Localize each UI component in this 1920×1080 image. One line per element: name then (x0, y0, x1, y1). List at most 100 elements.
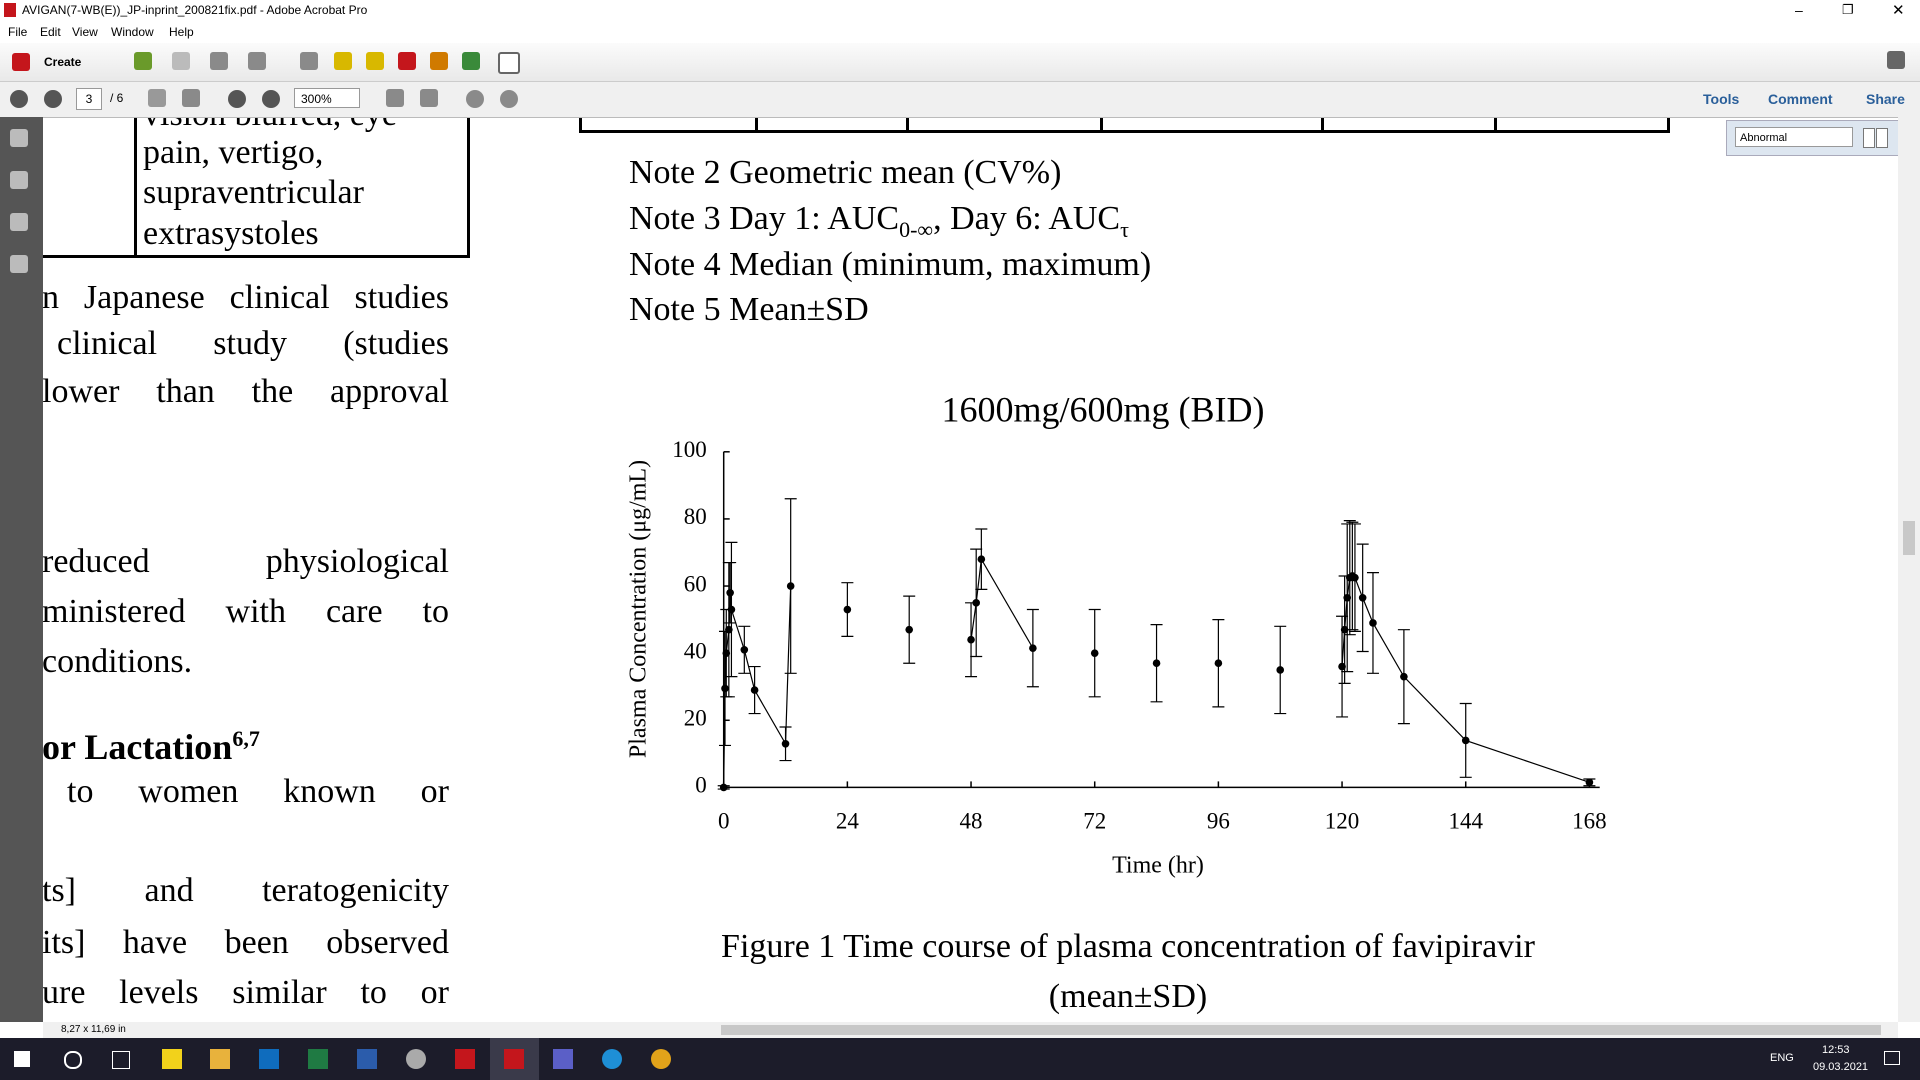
data-point (1369, 619, 1377, 627)
data-point (725, 625, 733, 634)
figure-caption: Figure 1 Time course of plasma concentra… (721, 928, 1535, 965)
app-excel[interactable] (308, 1049, 328, 1069)
save-button[interactable] (172, 52, 190, 70)
title-bar: AVIGAN(7-WB(E))_JP-inprint_200821fix.pdf… (0, 0, 1920, 21)
app-explorer[interactable] (210, 1049, 230, 1069)
table-rule (1100, 117, 1103, 130)
comment-button[interactable] (334, 52, 352, 70)
page-size: 8,27 x 11,69 in (61, 1024, 126, 1035)
horizontal-scroll-thumb[interactable] (721, 1025, 1881, 1035)
start-button[interactable] (14, 1051, 30, 1067)
note: Note 5 Mean±SD (629, 291, 869, 328)
app-reader[interactable] (455, 1049, 475, 1069)
find-prev[interactable] (1863, 128, 1875, 148)
signatures-panel[interactable] (10, 255, 28, 273)
export-button[interactable] (430, 52, 448, 70)
app-outlook[interactable] (259, 1049, 279, 1069)
language[interactable]: ENG (1770, 1052, 1794, 1064)
data-point (721, 684, 729, 693)
data-point (1585, 778, 1594, 787)
menu-item[interactable]: Help (169, 25, 194, 39)
cell-text: vision blurred, eye (143, 117, 397, 135)
heading-text: or Lactation (42, 727, 233, 767)
clock-time[interactable]: 12:53 (1822, 1044, 1850, 1056)
find-input[interactable]: Abnormal (1735, 127, 1853, 147)
left-panel (0, 117, 43, 1022)
rotate-left[interactable] (466, 90, 484, 108)
pages-panel[interactable] (10, 129, 28, 147)
note-text: Note 3 Day 1: AUC (629, 200, 900, 237)
app-chrome[interactable] (651, 1049, 671, 1069)
data-point (1358, 593, 1367, 602)
open-button[interactable] (134, 52, 152, 70)
scroll-thumb[interactable] (1903, 521, 1915, 555)
app-word[interactable] (357, 1049, 377, 1069)
next-page[interactable] (44, 90, 62, 108)
y-tick-label: 80 (684, 504, 707, 529)
heading-ref: 6,7 (232, 726, 260, 751)
data-point (740, 646, 749, 654)
fit-width[interactable] (420, 89, 438, 107)
data-point (750, 686, 759, 694)
bookmarks-panel[interactable] (10, 171, 28, 189)
app-misc[interactable] (406, 1049, 426, 1069)
close-button[interactable]: ✕ (1892, 2, 1905, 19)
data-point (786, 582, 795, 590)
app-sticky[interactable] (162, 1049, 182, 1069)
fit-page[interactable] (386, 89, 404, 107)
search-button[interactable] (64, 1051, 82, 1069)
create-button[interactable]: Create (44, 55, 82, 69)
task-view[interactable] (112, 1051, 130, 1069)
tools-tab[interactable]: Tools (1703, 91, 1740, 107)
body-text: conditions. (42, 643, 193, 680)
note: Note 4 Median (minimum, maximum) (629, 246, 1152, 283)
data-point (1276, 666, 1285, 674)
share-tab[interactable]: Share (1866, 91, 1905, 107)
data-point (781, 739, 790, 748)
y-tick-label: 60 (684, 571, 707, 596)
zoom-in[interactable] (262, 90, 280, 108)
table-rule (755, 117, 758, 130)
settings-button[interactable] (300, 52, 318, 70)
menu-item[interactable]: View (72, 25, 98, 39)
sign-button[interactable] (462, 52, 480, 70)
rotate-right[interactable] (500, 90, 518, 108)
app-teams[interactable] (553, 1049, 573, 1069)
clock-date[interactable]: 09.03.2021 (1813, 1061, 1869, 1073)
expand-button[interactable] (1887, 51, 1905, 69)
zoom-input[interactable]: 300% (294, 88, 360, 108)
pdf-button[interactable] (398, 52, 416, 70)
menu-item[interactable]: File (8, 25, 28, 39)
print-button[interactable] (210, 52, 228, 70)
app-acrobat-active[interactable] (490, 1038, 539, 1080)
attachments-panel[interactable] (10, 213, 28, 231)
data-point (1090, 649, 1099, 657)
comment-tab[interactable]: Comment (1768, 91, 1833, 107)
minimize-button[interactable]: – (1795, 2, 1803, 18)
data-point (1351, 573, 1359, 582)
menu-item[interactable]: Edit (40, 25, 61, 39)
menu-item[interactable]: Window (111, 25, 154, 39)
page-input[interactable]: 3 (76, 88, 102, 110)
zoom-out[interactable] (228, 90, 246, 108)
vertical-scrollbar[interactable] (1898, 117, 1920, 1022)
y-tick-label: 0 (695, 773, 707, 798)
restore-button[interactable]: ❐ (1842, 2, 1854, 17)
highlight-button[interactable] (366, 52, 384, 70)
find-bar: Abnormal (1726, 120, 1900, 156)
data-point (726, 588, 734, 597)
x-tick-label: 168 (1572, 808, 1607, 833)
data-point (905, 625, 914, 634)
app-edge[interactable] (602, 1049, 622, 1069)
hand-tool[interactable] (182, 89, 200, 107)
toolbar: Create (0, 43, 1920, 82)
find-next[interactable] (1876, 128, 1888, 148)
prev-page[interactable] (10, 90, 28, 108)
select-tool[interactable] (148, 89, 166, 107)
data-point (1029, 644, 1037, 652)
form-button[interactable] (498, 52, 520, 74)
notifications[interactable] (1884, 1051, 1900, 1065)
email-button[interactable] (248, 52, 266, 70)
data-line (723, 586, 792, 788)
data-line (970, 557, 1034, 649)
